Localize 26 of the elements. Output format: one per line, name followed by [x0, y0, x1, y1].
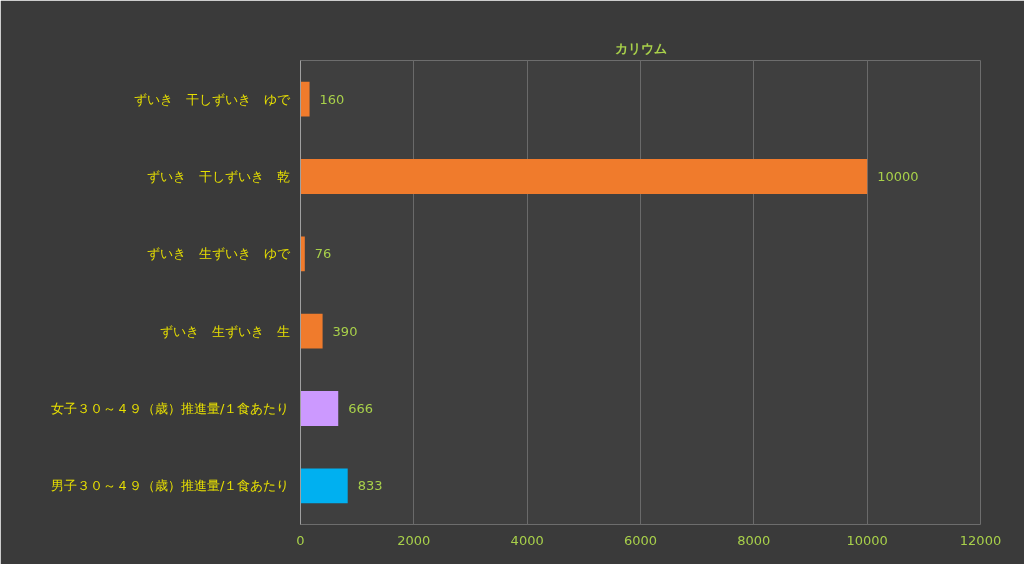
bar — [300, 236, 305, 272]
data-label: 666 — [348, 401, 374, 416]
bar — [300, 468, 348, 504]
y-tick-label: ずいき 干しずいき ゆで — [133, 91, 291, 107]
data-label: 160 — [319, 91, 345, 107]
data-label: 76 — [314, 246, 332, 262]
y-tick-label: ずいき 干しずいき 乾 — [146, 169, 290, 184]
x-tick-label: 10000 — [846, 532, 888, 548]
y-tick-label: 男子３０～４９（歳）推進量/１食あたり — [51, 478, 290, 494]
data-label: 833 — [357, 478, 383, 494]
x-tick-label: 12000 — [959, 532, 1002, 548]
data-label: 10000 — [877, 169, 919, 184]
x-tick-label: 6000 — [623, 532, 658, 548]
bar — [300, 313, 323, 349]
x-tick-label: 0 — [296, 532, 305, 548]
x-tick-label: 4000 — [510, 532, 544, 548]
bar — [300, 159, 868, 194]
x-tick-label: 8000 — [737, 532, 771, 548]
y-tick-label: 女子３０～４９（歳）推進量/１食あたり — [51, 401, 290, 416]
y-tick-label: ずいき 生ずいき 生 — [159, 323, 290, 339]
data-label: 390 — [332, 323, 358, 339]
bar — [300, 391, 339, 426]
bar — [300, 81, 310, 117]
chart-title: カリウム — [614, 40, 667, 56]
x-tick-label: 2000 — [397, 532, 431, 548]
y-tick-label: ずいき 生ずいき ゆで — [146, 246, 291, 262]
